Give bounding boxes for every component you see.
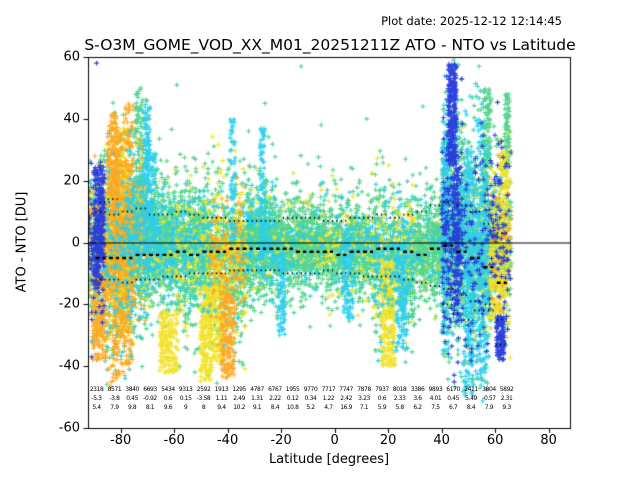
stats-value: 1955: [285, 386, 300, 393]
stats-value: 10.2: [233, 404, 246, 411]
stats-value: 5.9: [377, 404, 387, 411]
stats-value: 6767: [268, 386, 282, 393]
stats-value: 0.15: [179, 395, 192, 402]
stats-value: 10.8: [286, 404, 299, 411]
stats-value: 4787: [250, 386, 264, 393]
y-tick-label: -40: [58, 358, 80, 374]
stats-value: 7717: [321, 386, 336, 393]
stats-value: 8018: [392, 386, 407, 393]
stats-value: 0.6: [377, 395, 387, 402]
x-tick-label: 0: [330, 433, 339, 448]
stats-value: 7.9: [110, 404, 119, 411]
stats-value: -3.58: [196, 395, 211, 402]
stats-value: 6693: [143, 386, 157, 393]
stats-value: 3804: [482, 386, 496, 393]
stats-value: 4.7: [324, 404, 333, 411]
stats-value: 0.34: [304, 395, 317, 402]
stats-value: 9.4: [217, 404, 226, 411]
stats-value: 1.31: [251, 395, 263, 402]
stats-value: 9893: [428, 386, 443, 393]
x-tick-label: 40: [433, 433, 450, 448]
x-tick-label: -60: [163, 433, 185, 448]
stats-value: 7.5: [431, 404, 440, 411]
y-tick-label: -60: [58, 420, 80, 436]
stats-value: 9: [183, 404, 188, 411]
stats-value: 16.9: [340, 404, 352, 411]
stats-value: 3840: [125, 386, 139, 393]
stats-value: 7937: [375, 386, 389, 393]
stats-value: 1.22: [322, 395, 335, 402]
stats-value: 3386: [410, 386, 425, 393]
stats-value: 2411: [464, 386, 478, 393]
stats-value: 7.1: [359, 404, 369, 411]
stats-value: 5892: [499, 386, 514, 393]
stats-value: 8.4: [466, 404, 476, 411]
stats-value: 2.42: [340, 395, 352, 402]
stats-value: -0.92: [143, 395, 157, 402]
stats-value: 9.8: [127, 404, 137, 411]
stats-value: 5434: [161, 386, 175, 393]
plot-date: Plot date: 2025-12-12 12:14:45: [381, 14, 562, 28]
stats-value: 8.1: [145, 404, 155, 411]
stats-value: 6.2: [413, 404, 422, 411]
stats-value: 6.7: [448, 404, 458, 411]
stats-value: 7878: [357, 386, 371, 393]
y-tick-label: 40: [63, 111, 80, 127]
y-tick-label: 0: [71, 235, 80, 250]
x-axis-label: Latitude [degrees]: [268, 452, 390, 467]
stats-value: 8: [201, 404, 206, 411]
stats-value: 2.49: [233, 395, 246, 402]
y-tick-label: 20: [63, 173, 80, 189]
y-tick-label: 60: [63, 49, 80, 65]
stats-value: 5.8: [395, 404, 404, 411]
stats-value: -3.8: [109, 395, 120, 402]
x-tick-label: 20: [379, 433, 397, 448]
stats-value: 5.4: [92, 404, 101, 411]
x-tick-label: 60: [486, 433, 504, 448]
y-tick-label: -20: [58, 296, 80, 312]
stats-value: 9770: [303, 386, 318, 393]
stats-value: 0.45: [447, 395, 459, 402]
x-tick-label: -20: [270, 433, 292, 448]
stats-value: 2318: [89, 386, 104, 393]
stats-value: 9313: [178, 386, 193, 393]
stats-value: 0.12: [286, 395, 299, 402]
stats-value: 7.9: [484, 404, 494, 411]
stats-value: 2592: [196, 386, 211, 393]
stats-value: -5.3: [91, 395, 102, 402]
x-tick-label: -40: [216, 433, 239, 448]
stats-value: 9.3: [502, 404, 511, 411]
chart-title: S-O3M_GOME_VOD_XX_M01_20251211Z ATO - NT…: [84, 36, 576, 54]
stats-value: 2.22: [269, 395, 281, 402]
y-axis-label: ATO - NTO [DU]: [14, 191, 30, 293]
stats-value: 1913: [214, 386, 229, 393]
stats-value: 8.4: [270, 404, 280, 411]
stats-value: 4.01: [429, 395, 442, 402]
x-tick-label: 80: [540, 433, 557, 448]
stats-value: 3.6: [413, 395, 422, 402]
stats-value: 0.6: [163, 395, 173, 402]
stats-value: 3.23: [358, 395, 370, 402]
stats-value: 5.49: [465, 395, 477, 402]
stats-value: 5.2: [306, 404, 315, 411]
stats-value: 2.33: [393, 395, 406, 402]
stats-value: 7747: [339, 386, 353, 393]
stats-value: 9.1: [252, 404, 262, 411]
stats-value: 9.6: [163, 404, 173, 411]
stats-value: 1295: [232, 386, 246, 393]
stats-value: 6170: [446, 386, 460, 393]
x-tick-label: -80: [110, 433, 132, 448]
stats-value: 2.31: [500, 395, 513, 402]
stats-value: 8571: [107, 386, 122, 393]
stats-value: -0.57: [482, 395, 496, 402]
stats-value: 1.11: [215, 395, 228, 402]
stats-value: 0.45: [126, 395, 139, 402]
